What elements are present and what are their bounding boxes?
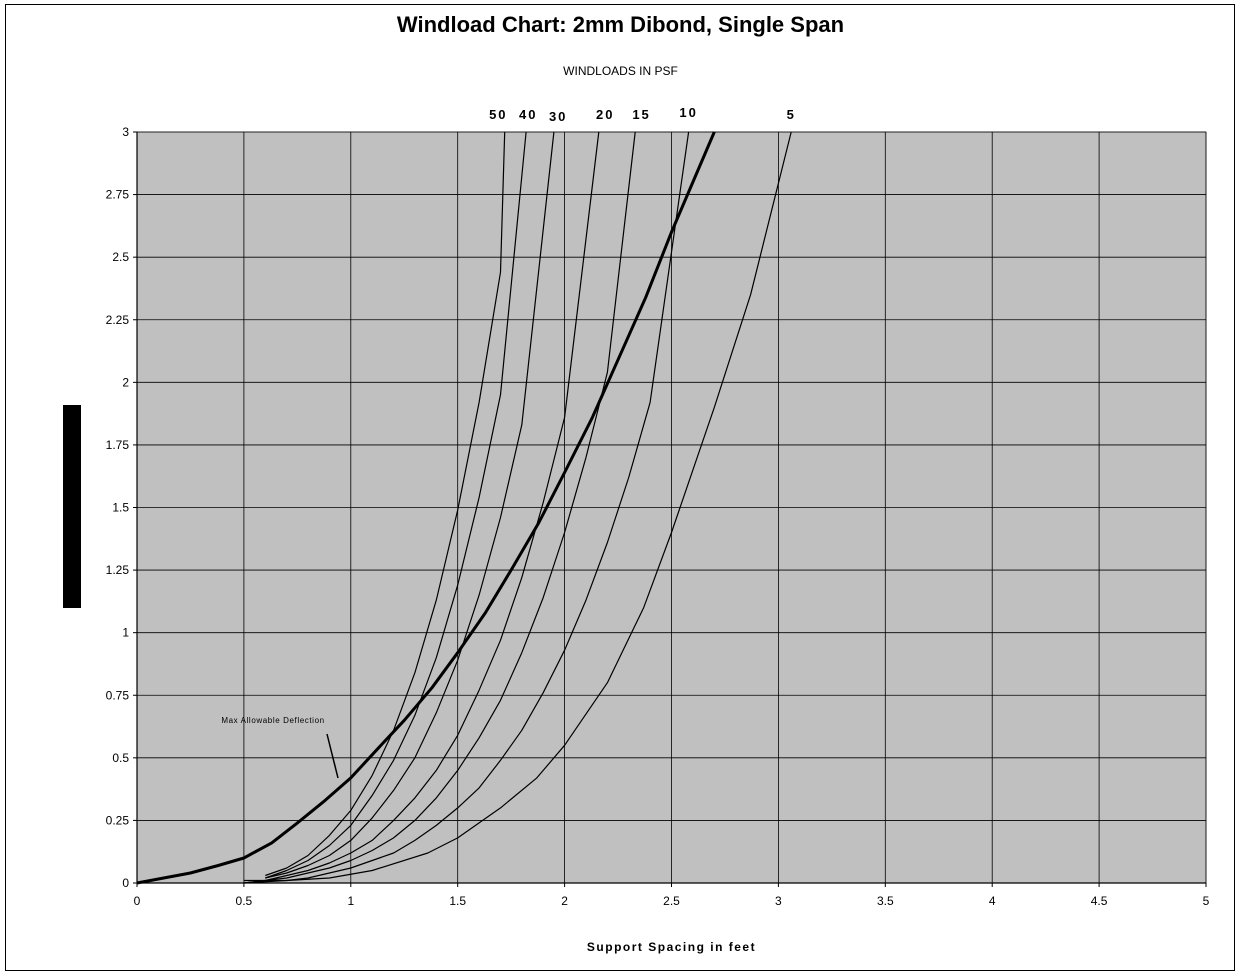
- x-tick-label: 2: [561, 894, 568, 908]
- y-tick-label: 1.5: [112, 501, 129, 515]
- y-tick-label: 2: [122, 375, 129, 389]
- y-tick-label: 2.75: [106, 188, 130, 202]
- y-tick-label: 1.75: [106, 438, 130, 452]
- x-tick-label: 3.5: [877, 894, 894, 908]
- y-tick-label: 1.25: [106, 563, 130, 577]
- y-tick-label: 0.5: [112, 751, 129, 765]
- x-tick-label: 1: [347, 894, 354, 908]
- series-label-20: 20: [596, 107, 614, 122]
- y-tick-label: 0: [122, 876, 129, 890]
- series-label-15: 15: [632, 107, 650, 122]
- y-tick-label: 0.75: [106, 688, 130, 702]
- y-tick-label: 0.25: [106, 813, 130, 827]
- y-tick-label: 2.5: [112, 250, 129, 264]
- series-label-30: 30: [549, 109, 567, 124]
- series-label-5: 5: [787, 107, 796, 122]
- x-tick-label: 1.5: [449, 894, 466, 908]
- y-tick-label: 2.25: [106, 313, 130, 327]
- x-tick-label: 2.5: [663, 894, 680, 908]
- x-tick-label: 0: [134, 894, 141, 908]
- x-tick-label: 4: [989, 894, 996, 908]
- x-tick-label: 0.5: [236, 894, 253, 908]
- y-tick-label: 3: [122, 125, 129, 139]
- x-axis-label: Support Spacing in feet: [587, 940, 756, 954]
- series-label-10: 10: [679, 105, 697, 120]
- series-labels: 50 40 30 20 15 10 5: [489, 105, 796, 124]
- x-tick-label: 5: [1203, 894, 1210, 908]
- y-tick-label: 1: [122, 626, 129, 640]
- series-label-50: 50: [489, 107, 507, 122]
- x-tick-label: 4.5: [1091, 894, 1108, 908]
- series-label-40: 40: [519, 107, 537, 122]
- x-tick-label: 3: [775, 894, 782, 908]
- annotation-max-deflection: Max Allowable Deflection: [221, 716, 324, 725]
